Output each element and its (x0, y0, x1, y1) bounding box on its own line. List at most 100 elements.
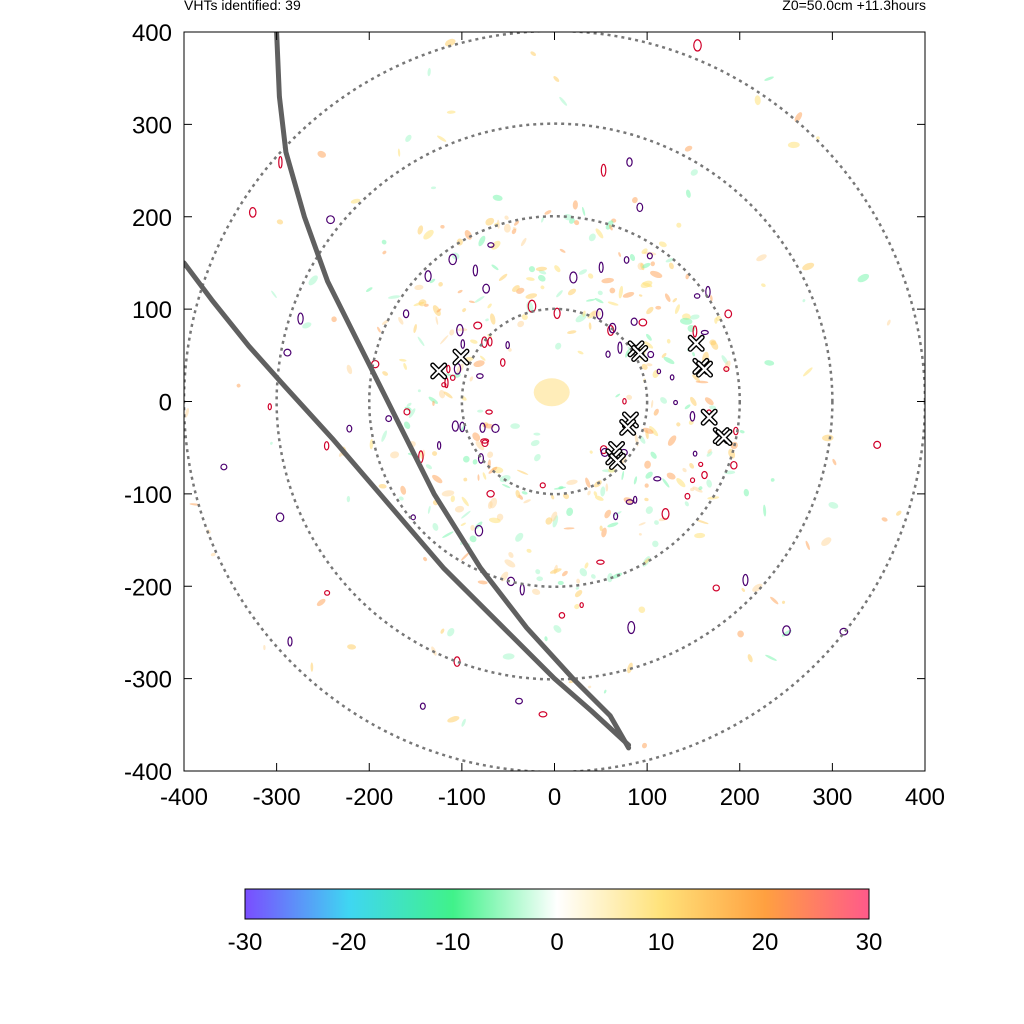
field-blob (794, 112, 803, 123)
field-blob (761, 283, 766, 288)
vortex-contour (689, 477, 696, 484)
field-blob (528, 266, 536, 273)
field-blob (483, 423, 494, 429)
field-blob (504, 215, 509, 220)
field-blob (474, 296, 485, 303)
field-blob (594, 495, 604, 501)
field-blob (575, 586, 580, 590)
y-tick-label: 0 (159, 390, 172, 417)
vortex-contour (448, 253, 458, 266)
field-blob (618, 252, 622, 257)
vortex-contour (287, 636, 293, 647)
field-blob (515, 532, 524, 542)
vht-marker (700, 408, 718, 426)
field-blob (378, 484, 387, 489)
field-blob (559, 96, 568, 106)
x-tick-label: 0 (548, 784, 561, 811)
field-blob (696, 519, 709, 525)
field-blob (646, 363, 653, 367)
field-blob (317, 150, 327, 158)
field-blob (601, 527, 607, 538)
field-blob (685, 189, 691, 198)
field-blob (545, 517, 553, 525)
field-blob (535, 266, 548, 272)
field-blob (653, 410, 658, 416)
vortex-contour (712, 584, 720, 592)
field-blob (747, 654, 753, 663)
field-blob (567, 330, 577, 334)
field-blob (489, 497, 498, 509)
field-blob (387, 295, 401, 299)
field-blob (645, 506, 653, 515)
field-blob (582, 206, 586, 216)
vortex-contour (476, 373, 484, 379)
field-blob (881, 517, 888, 522)
field-blob (674, 304, 680, 314)
field-blob (787, 141, 800, 149)
field-blob (663, 356, 675, 365)
field-blob (676, 422, 681, 427)
field-blob (604, 509, 612, 519)
colorbar-tick-label: -10 (436, 929, 471, 956)
field-blob (676, 222, 682, 228)
field-blob (764, 360, 775, 366)
field-blob (579, 568, 588, 577)
field-blob (652, 540, 659, 548)
field-blob (710, 295, 713, 302)
vortex-contour (487, 242, 495, 248)
field-blob (346, 364, 353, 375)
vht-marker (687, 334, 705, 352)
colorbar-tick-label: 0 (550, 929, 563, 956)
storm-tracks (184, 32, 632, 751)
field-blob (417, 225, 424, 235)
field-blob (461, 718, 466, 727)
colorbar: -30 -20 -10 0 10 20 30 (228, 888, 882, 956)
field-blob (559, 248, 566, 253)
vortex-contour (692, 450, 698, 457)
vortex-contour (220, 463, 228, 471)
field-blob (566, 507, 574, 517)
vortex-contour (724, 309, 733, 319)
field-blob (638, 435, 646, 444)
field-blob (572, 200, 578, 210)
field-blob (276, 219, 284, 225)
field-blob (423, 556, 428, 562)
field-blob (504, 559, 516, 568)
vortex-contour (839, 627, 849, 636)
field-blob (540, 285, 545, 290)
vht-marker (715, 429, 733, 447)
field-blob (802, 262, 815, 271)
field-blob (642, 262, 651, 269)
field-blob (550, 494, 555, 500)
vortex-contour (646, 252, 653, 260)
field-blob (440, 335, 449, 345)
field-blob (763, 504, 767, 517)
field-blob (650, 261, 655, 267)
colorbar-ramp (244, 888, 870, 920)
field-blob (578, 269, 588, 275)
vortex-contour (579, 602, 584, 609)
field-blob (463, 477, 468, 482)
field-blob (622, 292, 635, 298)
field-blob (666, 472, 676, 480)
y-tick-label: 400 (132, 20, 172, 47)
field-blob (477, 474, 480, 481)
field-blob (271, 290, 277, 299)
field-blob (432, 451, 438, 456)
field-blob (649, 426, 659, 437)
field-blob (756, 254, 767, 262)
vortex-contour (598, 261, 604, 273)
range-ring (368, 215, 741, 588)
field-blob (382, 371, 389, 376)
field-blob (487, 451, 494, 458)
field-blob (690, 396, 697, 407)
vortex-contour (487, 336, 493, 347)
vortex-contour (482, 283, 491, 294)
field-blob (516, 469, 529, 475)
field-blob (781, 600, 786, 604)
field-blob (770, 478, 775, 482)
field-blob (310, 662, 314, 672)
vortex-contour (613, 512, 619, 521)
